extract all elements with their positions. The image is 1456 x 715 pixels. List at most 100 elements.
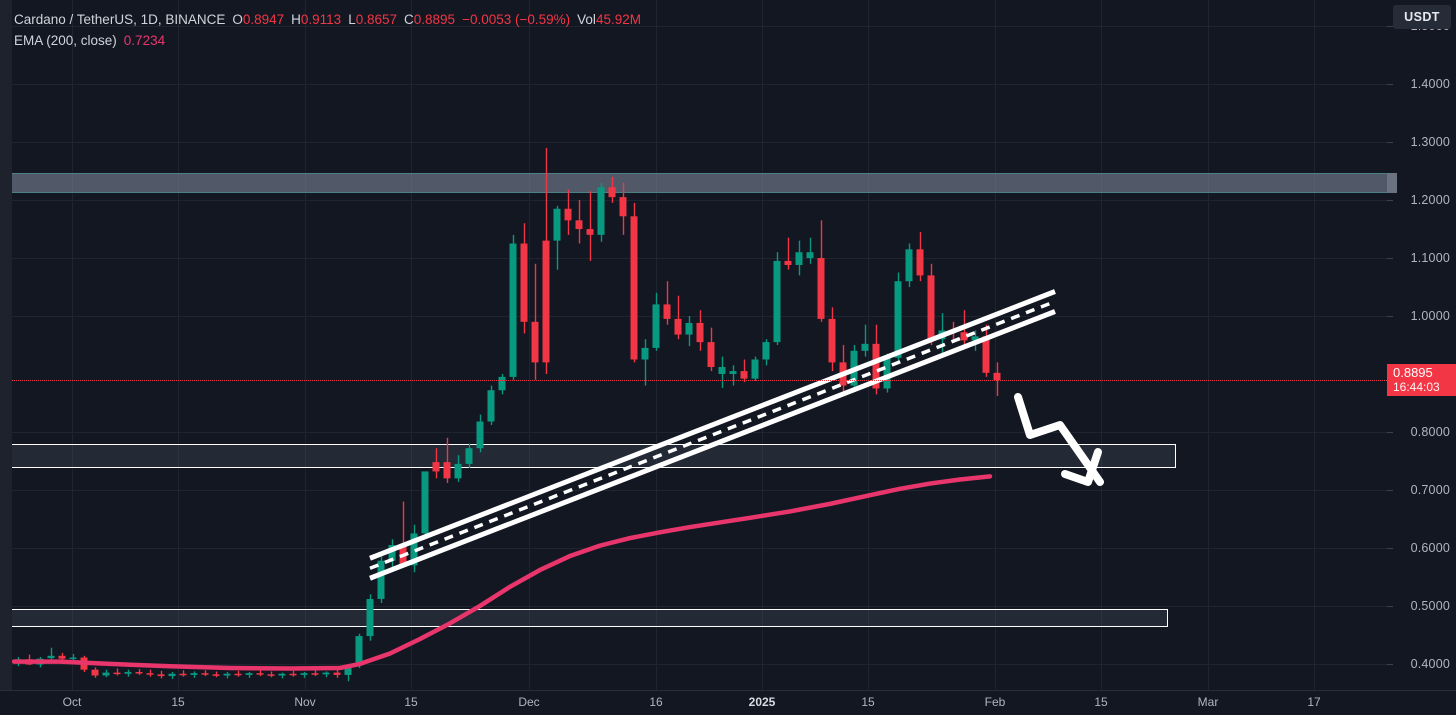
- legend-close-value: 0.8895: [413, 12, 456, 27]
- chart-vector-layer: [12, 147, 1104, 682]
- ema-200-line[interactable]: [12, 474, 993, 671]
- time-axis-tick: 16: [649, 695, 663, 709]
- candle-body: [707, 342, 715, 368]
- legend-change: −0.0053 (−0.59%): [462, 12, 571, 27]
- candle-body: [256, 673, 264, 675]
- price-axis-tick-dash: [1387, 26, 1393, 28]
- price-axis-tick-dash: [1387, 605, 1393, 607]
- time-axis-tick: 2025: [748, 695, 776, 709]
- candle-body: [916, 249, 924, 276]
- candle-body: [806, 252, 814, 259]
- channel-midline: [369, 299, 1056, 570]
- candle-body: [531, 321, 539, 363]
- price-axis-tick: 0.5000: [1410, 598, 1450, 613]
- candle-body: [212, 674, 220, 676]
- channel-upper-rail: [369, 289, 1056, 561]
- time-axis-tick: Dec: [518, 695, 540, 709]
- candle-body: [487, 390, 495, 422]
- candle-body: [432, 462, 440, 472]
- horizontal-gridline: [12, 258, 1387, 260]
- zone-supply-zone[interactable]: [12, 172, 1387, 194]
- legend-high-key: H: [291, 12, 301, 27]
- candle-body: [762, 342, 770, 360]
- candle-body: [190, 673, 198, 675]
- price-axis-tick: 1.1000: [1410, 251, 1450, 266]
- candle-body: [146, 673, 154, 675]
- candle-body: [168, 673, 176, 677]
- vertical-gridline: [995, 0, 996, 690]
- last-price-label[interactable]: 0.8895 16:44:03: [1387, 364, 1456, 397]
- candle-body: [597, 187, 605, 235]
- candle-body: [520, 243, 528, 322]
- candle-body: [344, 665, 352, 675]
- price-axis-tick: 0.4000: [1410, 656, 1450, 671]
- candle-body: [784, 260, 792, 265]
- candle-body: [245, 673, 253, 675]
- ascending-channel[interactable]: [369, 289, 1056, 581]
- price-axis-tick: 1.0000: [1410, 309, 1450, 323]
- candle-body: [366, 598, 374, 637]
- time-axis-tick: Mar: [1197, 695, 1219, 709]
- price-axis-zone-highlight: [1387, 172, 1397, 194]
- bar-countdown: 16:44:03: [1393, 380, 1440, 395]
- candle-body: [795, 252, 803, 265]
- candle-body: [58, 655, 66, 659]
- legend-ema-row: EMA (200, close) 0.7234: [14, 30, 641, 51]
- candle-body: [421, 471, 429, 534]
- vertical-gridline: [72, 0, 73, 690]
- left-gutter: [0, 0, 12, 690]
- arrow-head: [1061, 448, 1102, 486]
- candle-body: [465, 448, 473, 464]
- chart-legend: Cardano / TetherUS, 1D, BINANCE O0.8947 H0…: [14, 9, 641, 51]
- legend-high-value: 0.9113: [300, 12, 342, 27]
- legend-volume-value: 45.92M: [595, 12, 641, 27]
- time-axis[interactable]: Oct 15 Nov 15 Dec 16 2025 15 Feb 15 Mar 17: [0, 690, 1456, 715]
- price-axis[interactable]: 1.50001.40001.30001.20001.10001.00000.80…: [1387, 0, 1456, 690]
- candle-body: [575, 220, 583, 230]
- legend-symbol: Cardano / TetherUS, 1D, BINANCE: [14, 12, 226, 27]
- chart-plot-area[interactable]: [12, 0, 1387, 690]
- candle-body: [740, 371, 748, 379]
- candle-body: [454, 463, 462, 479]
- legend-low-key: L: [348, 12, 356, 27]
- candle-body: [971, 336, 979, 341]
- time-axis-tick: 15: [1094, 695, 1108, 709]
- candle-body: [267, 674, 275, 676]
- horizontal-gridline: [12, 200, 1387, 202]
- candle-body: [311, 673, 319, 675]
- price-axis-tick: 1.2000: [1410, 193, 1450, 208]
- legend-close-key: C: [404, 12, 414, 27]
- candle-body: [157, 674, 165, 677]
- candle-body: [619, 197, 627, 217]
- zone-demand-zone-upper[interactable]: [12, 443, 1176, 468]
- time-axis-tick: 17: [1307, 695, 1321, 709]
- zone-demand-zone-lower[interactable]: [12, 609, 1168, 628]
- candle-body: [872, 343, 880, 389]
- candle-body: [91, 669, 99, 676]
- candle-body: [960, 332, 968, 341]
- vertical-gridline: [1101, 0, 1102, 690]
- candle-body: [993, 372, 1001, 381]
- candle-body: [751, 359, 759, 379]
- candle-body: [718, 367, 726, 374]
- time-axis-tick: Nov: [294, 695, 316, 709]
- legend-volume-key: Vol: [577, 12, 596, 27]
- price-axis-tick-dash: [1387, 142, 1393, 144]
- candle-body: [927, 275, 935, 340]
- bearish-arrow-annotation[interactable]: [1014, 393, 1104, 486]
- candle-body: [982, 336, 990, 373]
- candle-body: [883, 357, 891, 389]
- candle-body: [652, 304, 660, 348]
- time-axis-tick: Feb: [984, 695, 1006, 709]
- price-axis-tick-dash: [1387, 84, 1393, 86]
- candle-body: [905, 249, 913, 282]
- candle-body: [608, 187, 616, 198]
- price-axis-tick-dash: [1387, 547, 1393, 549]
- legend-low-value: 0.8657: [355, 12, 398, 27]
- last-price-value: 0.8895: [1393, 365, 1433, 381]
- horizontal-gridline: [12, 316, 1387, 317]
- currency-badge: USDT: [1393, 5, 1451, 29]
- price-axis-tick-dash: [1387, 489, 1393, 491]
- candle-body: [542, 240, 550, 363]
- candle-body: [729, 371, 737, 374]
